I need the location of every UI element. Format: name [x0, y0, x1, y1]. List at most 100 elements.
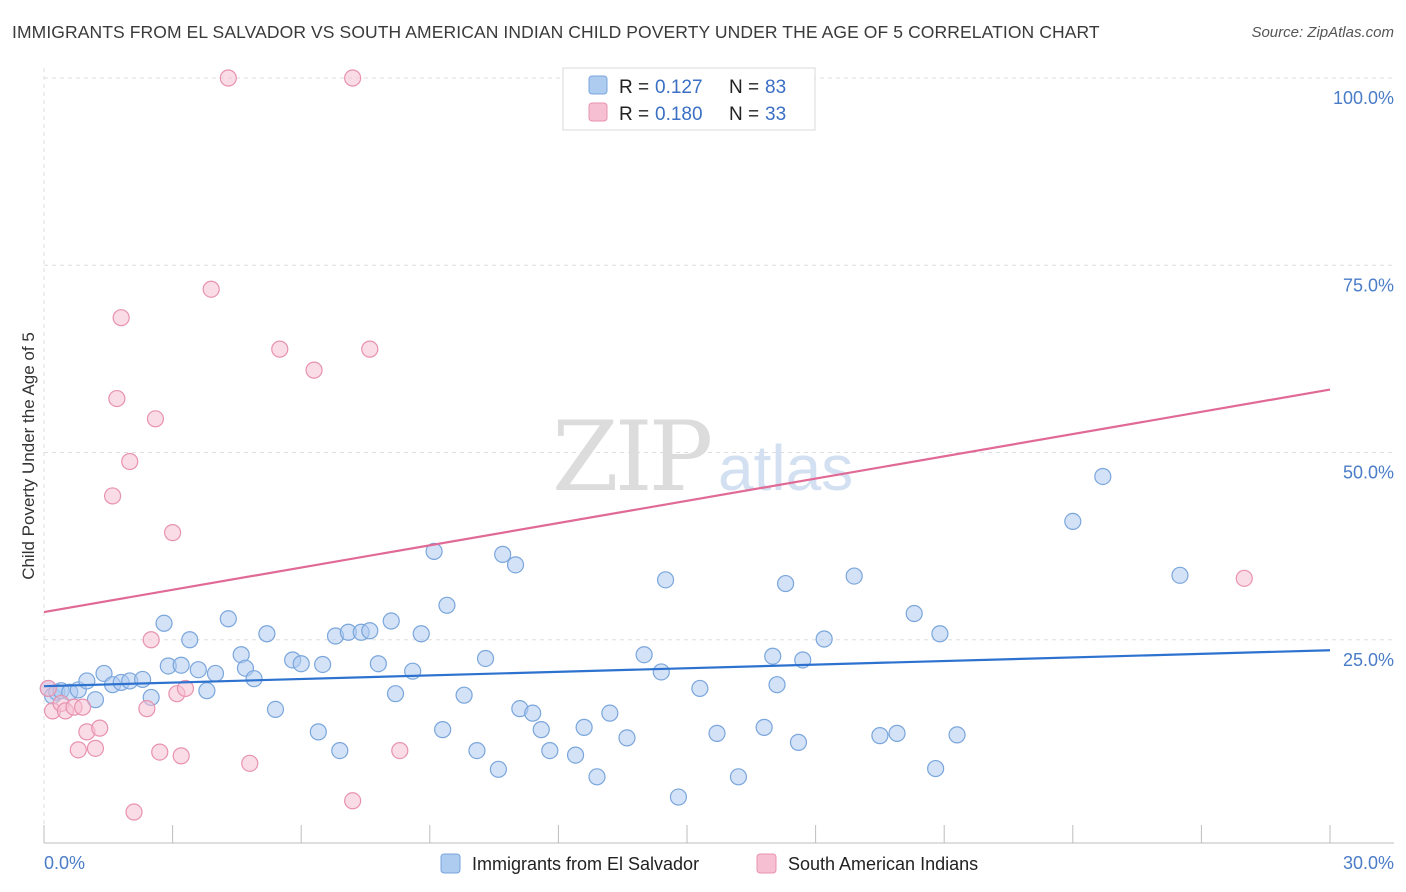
trend-line-blue: [43, 649, 1331, 688]
point-blue-49: [506, 556, 525, 574]
point-blue-38: [386, 685, 405, 703]
y-tick-labels: 25.0% 50.0% 75.0% 100.0%: [1333, 88, 1394, 670]
source-label: Source: ZipAtlas.com: [1251, 24, 1394, 41]
point-pink-21: [172, 747, 190, 765]
point-blue-73: [845, 567, 863, 585]
legend-r-value-2: 0.180: [655, 104, 703, 125]
point-blue-6: [78, 672, 96, 690]
point-blue-30: [314, 655, 332, 674]
point-pink-16: [142, 631, 160, 649]
point-pink-10: [103, 487, 122, 505]
point-blue-41: [425, 542, 443, 560]
legend-n-value-1: 83: [765, 77, 786, 98]
legend-n-label-2: N =: [729, 104, 759, 125]
point-blue-72: [815, 630, 833, 648]
point-blue-44: [455, 686, 473, 704]
point-blue-70: [789, 733, 808, 751]
point-pink-19: [164, 524, 182, 542]
point-blue-7: [86, 691, 105, 709]
point-pink-0: [39, 679, 57, 698]
point-blue-62: [669, 788, 688, 806]
point-blue-52: [532, 721, 550, 739]
y-tick-label-100: 100.0%: [1333, 88, 1394, 108]
legend-r-label-2: R =: [619, 104, 649, 125]
legend-swatch-blue: [588, 75, 608, 95]
point-blue-55: [575, 718, 593, 736]
watermark-zip: ZIP: [552, 401, 711, 513]
point-blue-63: [691, 679, 709, 698]
point-pink-30: [361, 340, 379, 358]
point-blue-35: [361, 622, 379, 640]
point-blue-12: [133, 670, 152, 689]
point-blue-76: [905, 604, 923, 623]
chart-title: IMMIGRANTS FROM EL SALVADOR VS SOUTH AME…: [12, 22, 1100, 42]
point-blue-68: [768, 676, 786, 694]
point-pink-14: [125, 803, 143, 821]
point-blue-48: [494, 545, 512, 563]
point-pink-11: [108, 389, 126, 408]
watermark-atlas: atlas: [718, 432, 853, 504]
trend-line-pink: [43, 388, 1331, 614]
point-blue-19: [198, 682, 216, 700]
point-blue-56: [588, 768, 606, 786]
point-pink-27: [305, 361, 323, 379]
y-tick-label-50: 50.0%: [1343, 463, 1394, 483]
point-blue-57: [601, 704, 619, 722]
point-blue-59: [635, 646, 653, 664]
legend: R = 0.127 N = 83 R = 0.180 N = 33: [562, 67, 816, 131]
point-pink-29: [344, 792, 362, 810]
y-tick-label-25: 25.0%: [1343, 650, 1394, 670]
series-south-american-indians: [39, 69, 1253, 821]
legend-r-label-1: R =: [619, 77, 649, 98]
point-blue-40: [412, 625, 430, 643]
point-blue-20: [206, 664, 225, 683]
point-blue-26: [266, 700, 285, 719]
point-blue-45: [468, 742, 486, 760]
point-pink-24: [219, 69, 237, 87]
point-pink-22: [176, 679, 195, 698]
legend-n-label-1: N =: [729, 77, 759, 98]
point-pink-15: [138, 700, 156, 718]
point-blue-47: [489, 760, 507, 778]
point-pink-5: [73, 698, 92, 716]
point-blue-78: [931, 625, 949, 643]
point-pink-13: [121, 452, 139, 471]
point-blue-17: [181, 631, 199, 649]
point-blue-51: [524, 704, 542, 722]
point-pink-28: [344, 69, 362, 87]
point-blue-69: [776, 574, 795, 593]
point-blue-74: [871, 727, 889, 745]
point-pink-17: [146, 410, 165, 428]
point-pink-32: [1235, 569, 1253, 587]
point-blue-36: [369, 655, 387, 673]
x-axis: [43, 825, 1394, 844]
point-blue-75: [888, 724, 906, 742]
point-pink-31: [391, 742, 409, 760]
y-tick-label-75: 75.0%: [1343, 275, 1394, 295]
point-blue-25: [258, 625, 276, 643]
point-blue-80: [1064, 512, 1082, 531]
point-blue-28: [292, 655, 310, 673]
point-blue-64: [708, 724, 726, 742]
series-immigrants-el-salvador: [39, 467, 1189, 806]
point-blue-24: [245, 670, 263, 688]
point-blue-16: [172, 656, 190, 674]
point-blue-23: [219, 610, 237, 628]
trend-lines: [43, 388, 1331, 688]
point-pink-9: [91, 719, 109, 737]
point-blue-65: [729, 768, 748, 786]
point-blue-66: [755, 718, 773, 736]
point-blue-18: [189, 661, 207, 679]
legend-swatch-pink: [588, 102, 608, 122]
point-blue-46: [476, 649, 495, 668]
point-pink-23: [202, 280, 220, 298]
point-pink-18: [151, 743, 169, 761]
point-blue-61: [656, 571, 675, 589]
point-blue-14: [155, 614, 173, 632]
point-blue-54: [566, 746, 585, 764]
point-blue-82: [1171, 566, 1189, 584]
point-blue-53: [541, 742, 559, 760]
point-blue-77: [927, 759, 945, 778]
bottom-legend-swatch-pink: [756, 853, 777, 874]
